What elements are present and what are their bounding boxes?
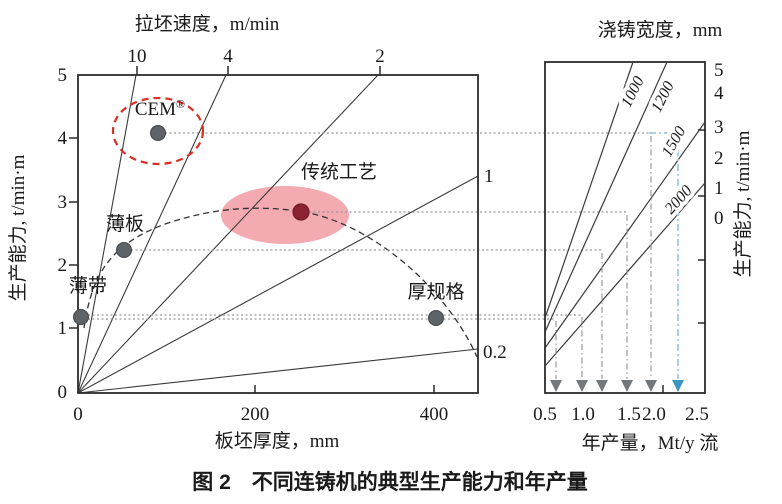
left-x-axis-title: 板坯厚度，mm [215, 430, 340, 452]
left-y-label-2: 2 [58, 255, 68, 276]
left-y-label-1: 1 [58, 318, 68, 339]
down-arrow-icon-0-95 [576, 380, 588, 392]
left-y-axis-title: 生产能力, t/min·m [7, 154, 29, 301]
right-y-label-2: 2 [714, 148, 724, 169]
width-line-1000 [544, 61, 634, 319]
right-panel-ticks [662, 129, 705, 393]
conventional-process-highlight-ellipse [221, 186, 349, 244]
left-x-label-200: 200 [241, 404, 270, 425]
left-x-label-400: 400 [420, 404, 449, 425]
top-tick-label-10: 10 [128, 46, 147, 67]
label-cem-text: CEM [135, 99, 176, 120]
point-cem [150, 125, 166, 141]
ray-label-1: 1 [484, 166, 494, 187]
left-x-label-0: 0 [73, 404, 83, 425]
left-panel-ticks [69, 66, 435, 393]
capacity-level-connectors [88, 132, 649, 320]
down-arrow-icon-1-2 [596, 380, 608, 392]
right-x-label-0-5: 0.5 [533, 404, 557, 425]
right-y-label-4: 4 [714, 83, 724, 104]
right-y-label-1: 1 [714, 178, 724, 199]
point-thin-strip [73, 309, 89, 325]
left-y-label-4: 4 [58, 128, 68, 149]
width-label-1500: 1500 [659, 124, 690, 160]
data-points [73, 125, 444, 326]
label-thin-strip: 薄带 [69, 275, 107, 297]
left-y-label-3: 3 [58, 192, 68, 213]
width-line-2000 [544, 182, 706, 367]
cem-red-dashed-ellipse [111, 96, 205, 166]
right-x-label-2-5: 2.5 [685, 404, 709, 425]
step-down-verticals [555, 136, 652, 379]
ray-speed-2 [77, 74, 379, 394]
left-top-axis-title: 拉坯速度，m/min [135, 13, 280, 35]
label-thin-slab: 薄板 [106, 213, 144, 235]
label-thick-gauge: 厚规格 [407, 281, 464, 303]
label-cem-registered-mark: ® [176, 97, 185, 111]
right-panel-border [544, 61, 706, 394]
point-thick-gauge [428, 310, 444, 326]
top-tick-label-2: 2 [375, 46, 385, 67]
ray-speed-1 [77, 175, 479, 394]
right-x-label-2-0: 2.0 [642, 404, 666, 425]
ray-label-0-2: 0.2 [483, 342, 507, 363]
down-arrow-icon-1-8 [645, 380, 657, 392]
down-arrow-icon-blue-2-2 [672, 380, 684, 392]
casting-speed-rays [77, 74, 479, 394]
left-panel-border [77, 74, 479, 394]
casting-width-lines [544, 61, 706, 367]
point-thin-slab [116, 242, 132, 258]
right-y-axis-title: 生产能力, t/min·m [732, 130, 754, 277]
right-top-title: 浇铸宽度，mm [598, 19, 723, 41]
ray-speed-0-2 [77, 348, 479, 394]
right-x-axis-title: 年产量，Mt/y 流 [582, 432, 719, 454]
right-x-label-1-0: 1.0 [571, 404, 595, 425]
left-y-label-5: 5 [58, 65, 68, 86]
right-y-label-3: 3 [714, 117, 724, 138]
right-y-label-5: 5 [714, 60, 724, 81]
figure-caption: 图 2 不同连铸机的典型生产能力和年产量 [192, 470, 588, 494]
down-arrow-icon-1-5 [621, 380, 633, 392]
top-tick-label-4: 4 [223, 46, 233, 67]
width-label-1000: 1000 [618, 74, 648, 110]
label-cem: CEM® [135, 97, 185, 120]
label-conventional: 传统工艺 [301, 161, 377, 183]
down-arrow-icon-0-6 [550, 380, 562, 392]
right-x-label-1-5: 1.5 [617, 404, 641, 425]
point-conventional [292, 203, 310, 221]
ray-speed-4 [77, 74, 227, 394]
left-y-label-0: 0 [58, 382, 68, 403]
right-y-label-0: 0 [714, 208, 724, 229]
annual-output-arrows [550, 380, 684, 392]
width-label-1200: 1200 [648, 79, 678, 115]
blue-connector-line [649, 132, 679, 379]
width-line-1200 [544, 61, 668, 333]
ray-speed-10 [77, 74, 137, 394]
capacity-envelope-dashed-curve [83, 207, 478, 358]
